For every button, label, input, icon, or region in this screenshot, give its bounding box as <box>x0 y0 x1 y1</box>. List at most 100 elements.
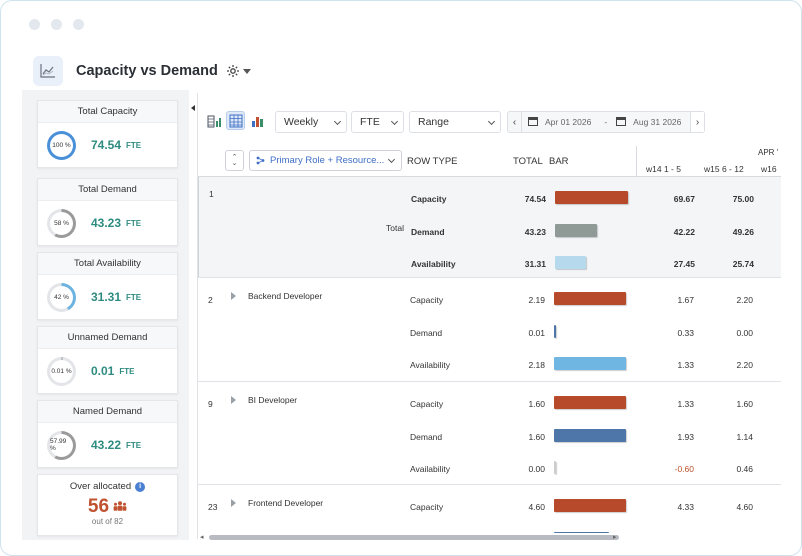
gear-icon[interactable] <box>226 64 240 78</box>
expand-chevron-icon[interactable] <box>231 292 236 300</box>
role-row-group: 23 Frontend Developer Capacity 4.60 4.33 4.60… <box>198 485 781 533</box>
calendar-icon[interactable] <box>616 116 627 128</box>
grid-view-button[interactable] <box>226 111 245 130</box>
unit-select[interactable]: FTE <box>351 111 404 133</box>
role-row-group: 2 Backend Developer Capacity 2.19 1.67 2.20 De… <box>198 278 781 382</box>
week-value-w14[interactable]: 4.33 <box>677 502 694 512</box>
week-value-w15[interactable]: 75.00 <box>732 194 754 204</box>
row-name[interactable]: BI Developer <box>248 395 298 405</box>
window-controls <box>29 19 84 30</box>
summary-card-unit: FTE <box>126 292 142 302</box>
range-select[interactable]: Range <box>409 111 501 133</box>
date-start[interactable]: Apr 01 2026 <box>545 117 592 127</box>
window-dot-close[interactable] <box>29 19 40 30</box>
row-type-label: Demand <box>411 227 445 237</box>
summary-card-unit: FTE <box>126 440 142 450</box>
range-select-value: Range <box>418 116 449 128</box>
date-next-button[interactable]: › <box>690 112 704 132</box>
info-icon[interactable]: i <box>135 481 146 492</box>
window-dot-maximize[interactable] <box>73 19 84 30</box>
window-dot-minimize[interactable] <box>51 19 62 30</box>
percent-gauge: 42 % <box>47 282 76 312</box>
percent-label: 0.01 % <box>50 359 73 383</box>
scrollbar-thumb[interactable] <box>209 535 619 540</box>
scroll-right-icon[interactable]: ▸ <box>613 534 617 541</box>
row-name[interactable]: Frontend Developer <box>248 498 324 508</box>
summary-card: Unnamed Demand 0.01 % 0.01 FTE <box>37 326 178 394</box>
expand-chevron-icon[interactable] <box>231 396 236 404</box>
column-divider <box>636 146 637 177</box>
total-value: 4.60 <box>528 502 545 512</box>
value-bar <box>554 325 556 338</box>
percent-gauge: 58 % <box>47 208 76 238</box>
summary-card-title: Total Demand <box>38 179 177 201</box>
week-value-w15[interactable]: 2.20 <box>736 360 753 370</box>
week-value-w14[interactable]: 1.67 <box>677 295 694 305</box>
percent-gauge: 0.01 % <box>47 356 76 386</box>
panel-collapse-toggle[interactable] <box>189 93 198 539</box>
week-value-w14[interactable]: 69.67 <box>673 194 695 204</box>
week-value-w14[interactable]: 1.33 <box>677 360 694 370</box>
date-range-picker: ‹ Apr 01 2026 - Aug 31 2026 › <box>507 111 705 133</box>
expand-chevron-icon[interactable] <box>231 499 236 507</box>
value-bar <box>554 499 626 512</box>
col-header-row-type[interactable]: ROW TYPE <box>407 156 458 167</box>
row-type-label: Demand <box>410 432 443 442</box>
scroll-left-icon[interactable]: ◂ <box>200 534 204 541</box>
week-value-w15[interactable]: 1.60 <box>736 399 753 409</box>
week-value-w14[interactable]: 1.93 <box>677 432 694 442</box>
summary-card-unit: FTE <box>126 140 142 150</box>
horizontal-scrollbar[interactable]: ◂ ▸ <box>200 533 780 541</box>
value-bar <box>554 396 626 409</box>
col-header-bar[interactable]: BAR <box>549 156 569 167</box>
total-value: 74.54 <box>524 194 546 204</box>
total-value: 0.01 <box>528 328 545 338</box>
period-select[interactable]: Weekly <box>275 111 347 133</box>
week-value-w14[interactable]: 0.33 <box>677 328 694 338</box>
settings-caret-icon[interactable] <box>242 68 251 74</box>
week-value-w15[interactable]: 1.14 <box>736 432 753 442</box>
week-value-w15[interactable]: 49.26 <box>732 227 754 237</box>
percent-gauge: 100 % <box>47 130 76 160</box>
row-type-label: Capacity <box>410 399 444 409</box>
week-value-w15[interactable]: 4.60 <box>736 502 753 512</box>
value-bar <box>555 256 586 269</box>
percent-gauge: 57.99 % <box>47 430 76 460</box>
week-header-w16[interactable]: w16 <box>761 164 777 174</box>
unit-select-value: FTE <box>360 116 380 128</box>
grid-header: ⌃ ⌄ Primary Role + Resource... ROW TYPE T… <box>198 146 781 177</box>
date-end[interactable]: Aug 31 2026 <box>633 117 682 127</box>
week-value-w14[interactable]: 1.33 <box>677 399 694 409</box>
week-value-w15[interactable]: 0.46 <box>736 464 753 474</box>
summary-card-value: 43.23 <box>91 216 122 230</box>
value-bar <box>555 191 628 204</box>
week-value-w14[interactable]: 27.45 <box>673 259 695 269</box>
over-allocated-sub: out of 82 <box>91 517 124 526</box>
row-name[interactable]: Backend Developer <box>248 291 323 301</box>
grid-chart-view-button[interactable] <box>205 111 224 130</box>
summary-card-title: Named Demand <box>38 401 177 423</box>
week-value-w15[interactable]: 2.20 <box>736 295 753 305</box>
percent-label: 100 % <box>50 133 73 157</box>
calendar-icon[interactable] <box>528 116 538 128</box>
week-header-w14[interactable]: w14 1 - 5 <box>646 164 681 174</box>
week-value-w14[interactable]: -0.60 <box>674 464 694 474</box>
total-value: 1.60 <box>528 399 545 409</box>
week-header-w15[interactable]: w15 6 - 12 <box>704 164 744 174</box>
date-prev-button[interactable]: ‹ <box>508 112 522 132</box>
week-value-w15[interactable]: 25.74 <box>732 259 754 269</box>
group-by-select[interactable]: Primary Role + Resource... <box>249 150 402 171</box>
page-header: Capacity vs Demand <box>33 56 251 86</box>
total-value: 2.18 <box>528 360 545 370</box>
week-value-w15[interactable]: 0.00 <box>736 328 753 338</box>
week-value-w14[interactable]: 42.22 <box>673 227 695 237</box>
sort-toggle-button[interactable]: ⌃ ⌄ <box>225 150 244 171</box>
toolbar: Weekly FTE Range ‹ Apr 01 2026 - Aug 31 … <box>198 101 781 141</box>
summary-card-unit: FTE <box>119 366 135 376</box>
chart-view-button[interactable] <box>249 111 268 130</box>
value-bar <box>554 461 556 474</box>
people-icon <box>113 498 127 516</box>
col-header-total[interactable]: TOTAL <box>513 156 543 167</box>
value-bar <box>554 429 626 442</box>
over-allocated-title: Over allocated <box>69 481 132 492</box>
